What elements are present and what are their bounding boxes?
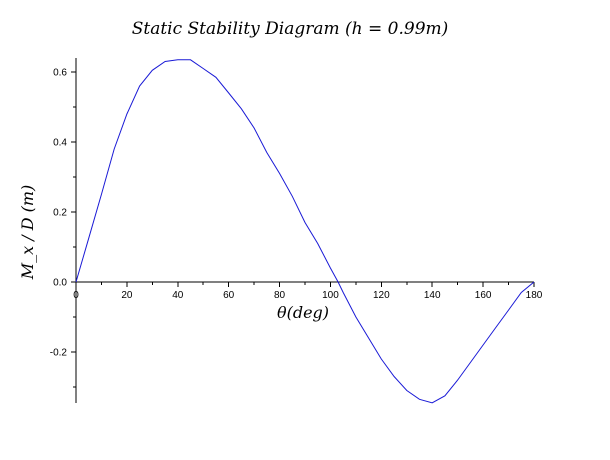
- chart-title: Static Stability Diagram (h = 0.99m): [132, 19, 449, 39]
- x-tick-label: 140: [424, 290, 441, 301]
- y-axis-label: M_x / D (m): [18, 185, 37, 281]
- x-tick-label: 20: [121, 290, 133, 301]
- x-axis-ticks: 0 20 40 60 80 100 120 140 160 180: [73, 282, 543, 301]
- x-tick-label: 100: [322, 290, 339, 301]
- y-tick-label: 0.6: [53, 68, 67, 79]
- x-tick-label: 80: [274, 290, 286, 301]
- series-line: [75, 59, 535, 404]
- axes: [75, 58, 534, 403]
- y-axis-ticks: -0.2 0.0 0.2 0.4 0.6: [50, 68, 76, 388]
- y-tick-label: 0.0: [53, 278, 67, 289]
- y-tick-label: -0.2: [50, 348, 68, 359]
- x-tick-label: 180: [526, 290, 543, 301]
- x-tick-label: 0: [73, 290, 79, 301]
- x-tick-label: 60: [223, 290, 235, 301]
- x-tick-label: 120: [373, 290, 390, 301]
- y-tick-label: 0.4: [53, 138, 67, 149]
- y-tick-label: 0.2: [53, 208, 67, 219]
- x-tick-label: 40: [172, 290, 184, 301]
- x-tick-label: 160: [475, 290, 492, 301]
- x-axis-label: θ(deg): [277, 303, 329, 322]
